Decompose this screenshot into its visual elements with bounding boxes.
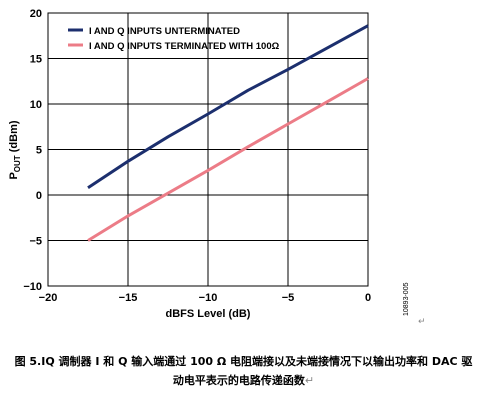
figure-caption: 图 5.IQ 调制器 I 和 Q 输入端通过 100 Ω 电阻端接以及未端接情况…: [0, 352, 487, 390]
x-tick-label: −10: [199, 292, 218, 304]
y-tick-label: 20: [30, 8, 42, 20]
y-tick-label: 0: [36, 190, 42, 202]
line-chart: −20 −15 −10 −5 0 −10 −5 0 5 10 15 20 I AND Q INPUTS…: [8, 8, 426, 327]
y-axis-label-unit: (dBm): [8, 120, 20, 155]
caption-return-mark: ↵: [304, 374, 315, 387]
y-tick-label: 10: [30, 99, 42, 111]
caption-line-2-text: 动电平表示的电路传递函数: [172, 374, 305, 387]
y-tick-label: −10: [23, 281, 42, 293]
series-lines: [87, 24, 369, 242]
series-line-unterminated: [87, 24, 369, 189]
x-axis-label: dBFS Level (dB): [166, 308, 251, 320]
figure-id: 10893-005: [403, 282, 410, 316]
y-axis-label: POUT (dBm): [8, 120, 22, 179]
y-tick-label: 15: [30, 54, 42, 66]
caption-line-2: 动电平表示的电路传递函数↵: [0, 371, 487, 390]
y-axis-label-main: P: [8, 172, 20, 179]
caption-line-1-text: 图 5.IQ 调制器 I 和 Q 输入端通过 100 Ω 电阻端接以及未端接情况…: [14, 355, 473, 368]
series-line-terminated: [87, 77, 369, 242]
y-tick-label: −5: [29, 236, 42, 248]
caption-line-1: 图 5.IQ 调制器 I 和 Q 输入端通过 100 Ω 电阻端接以及未端接情况…: [0, 352, 487, 371]
grid: [47, 12, 369, 287]
legend: I AND Q INPUTS UNTERMINATED I AND Q INPU…: [68, 26, 280, 52]
tick-labels: −20 −15 −10 −5 0 −10 −5 0 5 10 15 20: [23, 8, 371, 304]
x-tick-label: −15: [119, 292, 138, 304]
x-tick-label: 0: [365, 292, 371, 304]
return-mark: ↵: [418, 317, 426, 327]
x-tick-label: −20: [39, 292, 58, 304]
x-tick-label: −5: [282, 292, 295, 304]
legend-label-unterminated: I AND Q INPUTS UNTERMINATED: [89, 26, 240, 37]
y-axis-label-subscript: OUT: [13, 155, 22, 172]
legend-label-terminated: I AND Q INPUTS TERMINATED WITH 100Ω: [89, 41, 280, 52]
y-tick-label: 5: [36, 145, 42, 157]
